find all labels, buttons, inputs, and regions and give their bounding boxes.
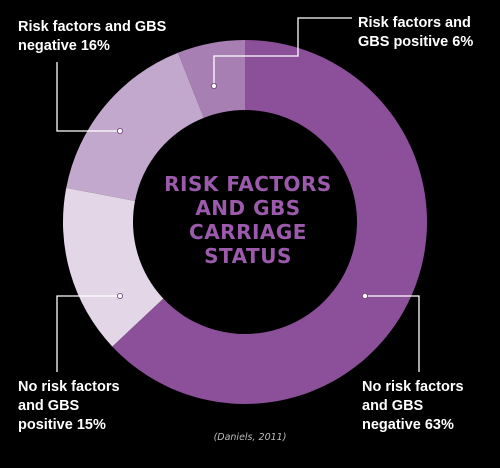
label-no-risk-factors-gbs-negative: No risk factors and GBS negative 63% (362, 379, 464, 433)
leader-rf-neg-line (56, 62, 120, 132)
leader-nrf-pos-dot (117, 292, 124, 299)
donut-slice-2 (62, 187, 164, 347)
donut-slices (62, 40, 428, 404)
label-risk-factors-gbs-positive: Risk factors and GBS positive 6% (358, 15, 474, 50)
leader-rf-pos-dot (210, 83, 217, 90)
donut-slice-3 (112, 40, 428, 404)
leader-nrf-pos-line (56, 295, 120, 372)
donut-slice-1 (66, 52, 204, 202)
leader-rf-pos-line (213, 17, 352, 86)
leader-lines (56, 17, 420, 372)
leader-nrf-neg-line (365, 295, 420, 372)
leader-nrf-neg-dot (361, 292, 368, 299)
chart-title: RISK FACTORS AND GBS CARRIAGE STATUS (164, 172, 332, 268)
label-risk-factors-gbs-negative: Risk factors and GBS negative 16% (18, 19, 167, 54)
label-no-risk-factors-gbs-positive: No risk factors and GBS positive 15% (18, 379, 120, 433)
leader-rf-neg-dot (117, 127, 124, 134)
donut-slice-0 (178, 40, 245, 118)
source-citation: (Daniels, 2011) (213, 432, 287, 443)
